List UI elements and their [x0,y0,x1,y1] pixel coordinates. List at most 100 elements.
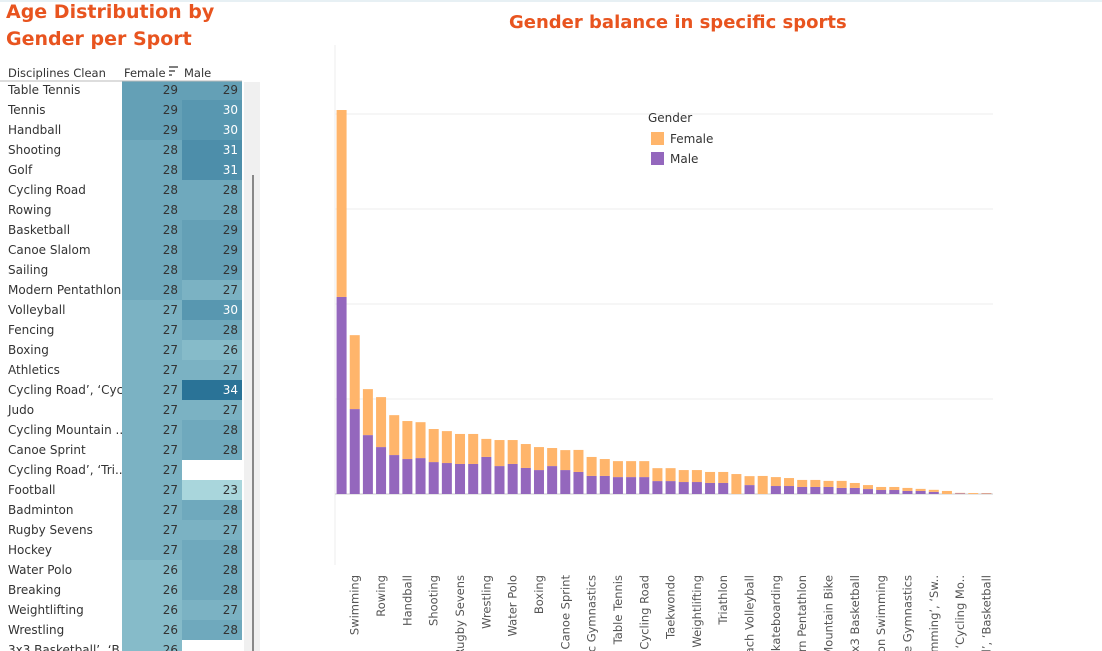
column-header: Female [124,66,166,80]
row-label: Shooting [8,143,61,157]
cell-value: 28 [223,423,238,437]
cell-value: 26 [163,623,178,637]
cell-value: 27 [163,303,178,317]
cell-value: 28 [223,563,238,577]
bar-segment [981,493,992,494]
bar-segment [691,482,702,494]
bar-segment [836,480,847,488]
bar-segment [757,475,768,494]
heat-cell [182,620,242,640]
heat-cell [182,200,242,220]
cell-value: 27 [163,423,178,437]
bar-segment [902,487,913,491]
bar-segment [520,467,531,494]
bar-segment [441,463,452,494]
column-header: Male [184,66,211,80]
cell-value: 27 [163,363,178,377]
bar-segment [626,461,637,478]
row-label: Hockey [8,543,52,557]
x-tick-label: Mountain Bike [822,575,836,651]
bar-segment [428,429,439,463]
row-label: Canoe Slalom [8,243,91,257]
x-tick-label: Boxing [532,575,546,614]
bar-segment [415,458,426,494]
bar-segment [612,461,623,478]
bar-segment [481,456,492,494]
heat-cell [182,80,242,100]
heat-cell [182,280,242,300]
heat-cell [122,220,182,240]
heat-cell [122,260,182,280]
bar-segment [349,409,360,494]
heat-cell [182,320,242,340]
heat-cell [182,420,242,440]
bar-segment [455,463,466,494]
cell-value: 28 [163,223,178,237]
heat-cell [182,540,242,560]
bar-segment [336,296,347,494]
cell-value: 27 [163,463,178,477]
bar-segment [665,468,676,482]
row-label: Handball [8,123,61,137]
row-label: Cycling Mountain .. [8,423,123,437]
bar-segment [612,477,623,494]
x-tick-label: ’, ‘Cycling Mo.. [953,575,967,651]
cell-value: 30 [223,103,238,117]
heat-cell [122,380,182,400]
x-tick-label: Water Polo [506,575,520,636]
heat-cell [122,540,182,560]
row-label: Cycling Road [8,183,86,197]
cell-value: 23 [223,483,238,497]
cell-value: 26 [163,603,178,617]
heat-cell [122,600,182,620]
bar-segment [705,471,716,483]
bar-segment [915,490,926,494]
row-label: Badminton [8,503,73,517]
heat-cell [182,580,242,600]
row-label: Weightlifting [8,603,84,617]
row-label: Rugby Sevens [8,523,93,537]
cell-value: 29 [223,223,238,237]
bar-segment [862,489,873,494]
row-label: Water Polo [8,563,72,577]
cell-value: 28 [223,323,238,337]
bar-segment [402,459,413,494]
legend-title: Gender [648,111,692,125]
heat-cell [122,140,182,160]
x-tick-label: Taekwondo [664,575,678,640]
bar-segment [744,476,755,486]
cell-value: 27 [163,443,178,457]
bar-segment [468,463,479,494]
x-tick-label: Shooting [427,575,441,626]
cell-value: 27 [163,543,178,557]
x-tick-label: Skateboarding [769,575,783,651]
bar-segment [810,486,821,494]
heat-cell [182,100,242,120]
heat-cell [122,120,182,140]
row-label: Golf [8,163,33,177]
bar-segment [639,461,650,478]
bar-segment [626,477,637,494]
bar-segment [639,477,650,494]
row-label: 3x3 Basketball’, ‘B.. [8,643,127,651]
bar-segment [928,489,939,492]
bar-segment [678,470,689,483]
x-tick-label: Rowing [374,575,388,617]
bar-segment [770,486,781,494]
row-label: Table Tennis [7,83,80,97]
bar-segment [481,438,492,457]
heat-cell [182,240,242,260]
heat-cell [122,560,182,580]
cell-value: 30 [223,123,238,137]
heat-cell [122,160,182,180]
bar-segment [402,421,413,460]
heat-cell [182,360,242,380]
bar-segment [533,447,544,471]
cell-value: 31 [223,163,238,177]
legend-label: Male [670,152,698,166]
bar-segment [389,455,400,494]
title-line: Age Distribution by [6,1,215,23]
cell-value: 28 [223,183,238,197]
bar-segment [362,435,373,494]
cell-value: 26 [163,643,178,651]
